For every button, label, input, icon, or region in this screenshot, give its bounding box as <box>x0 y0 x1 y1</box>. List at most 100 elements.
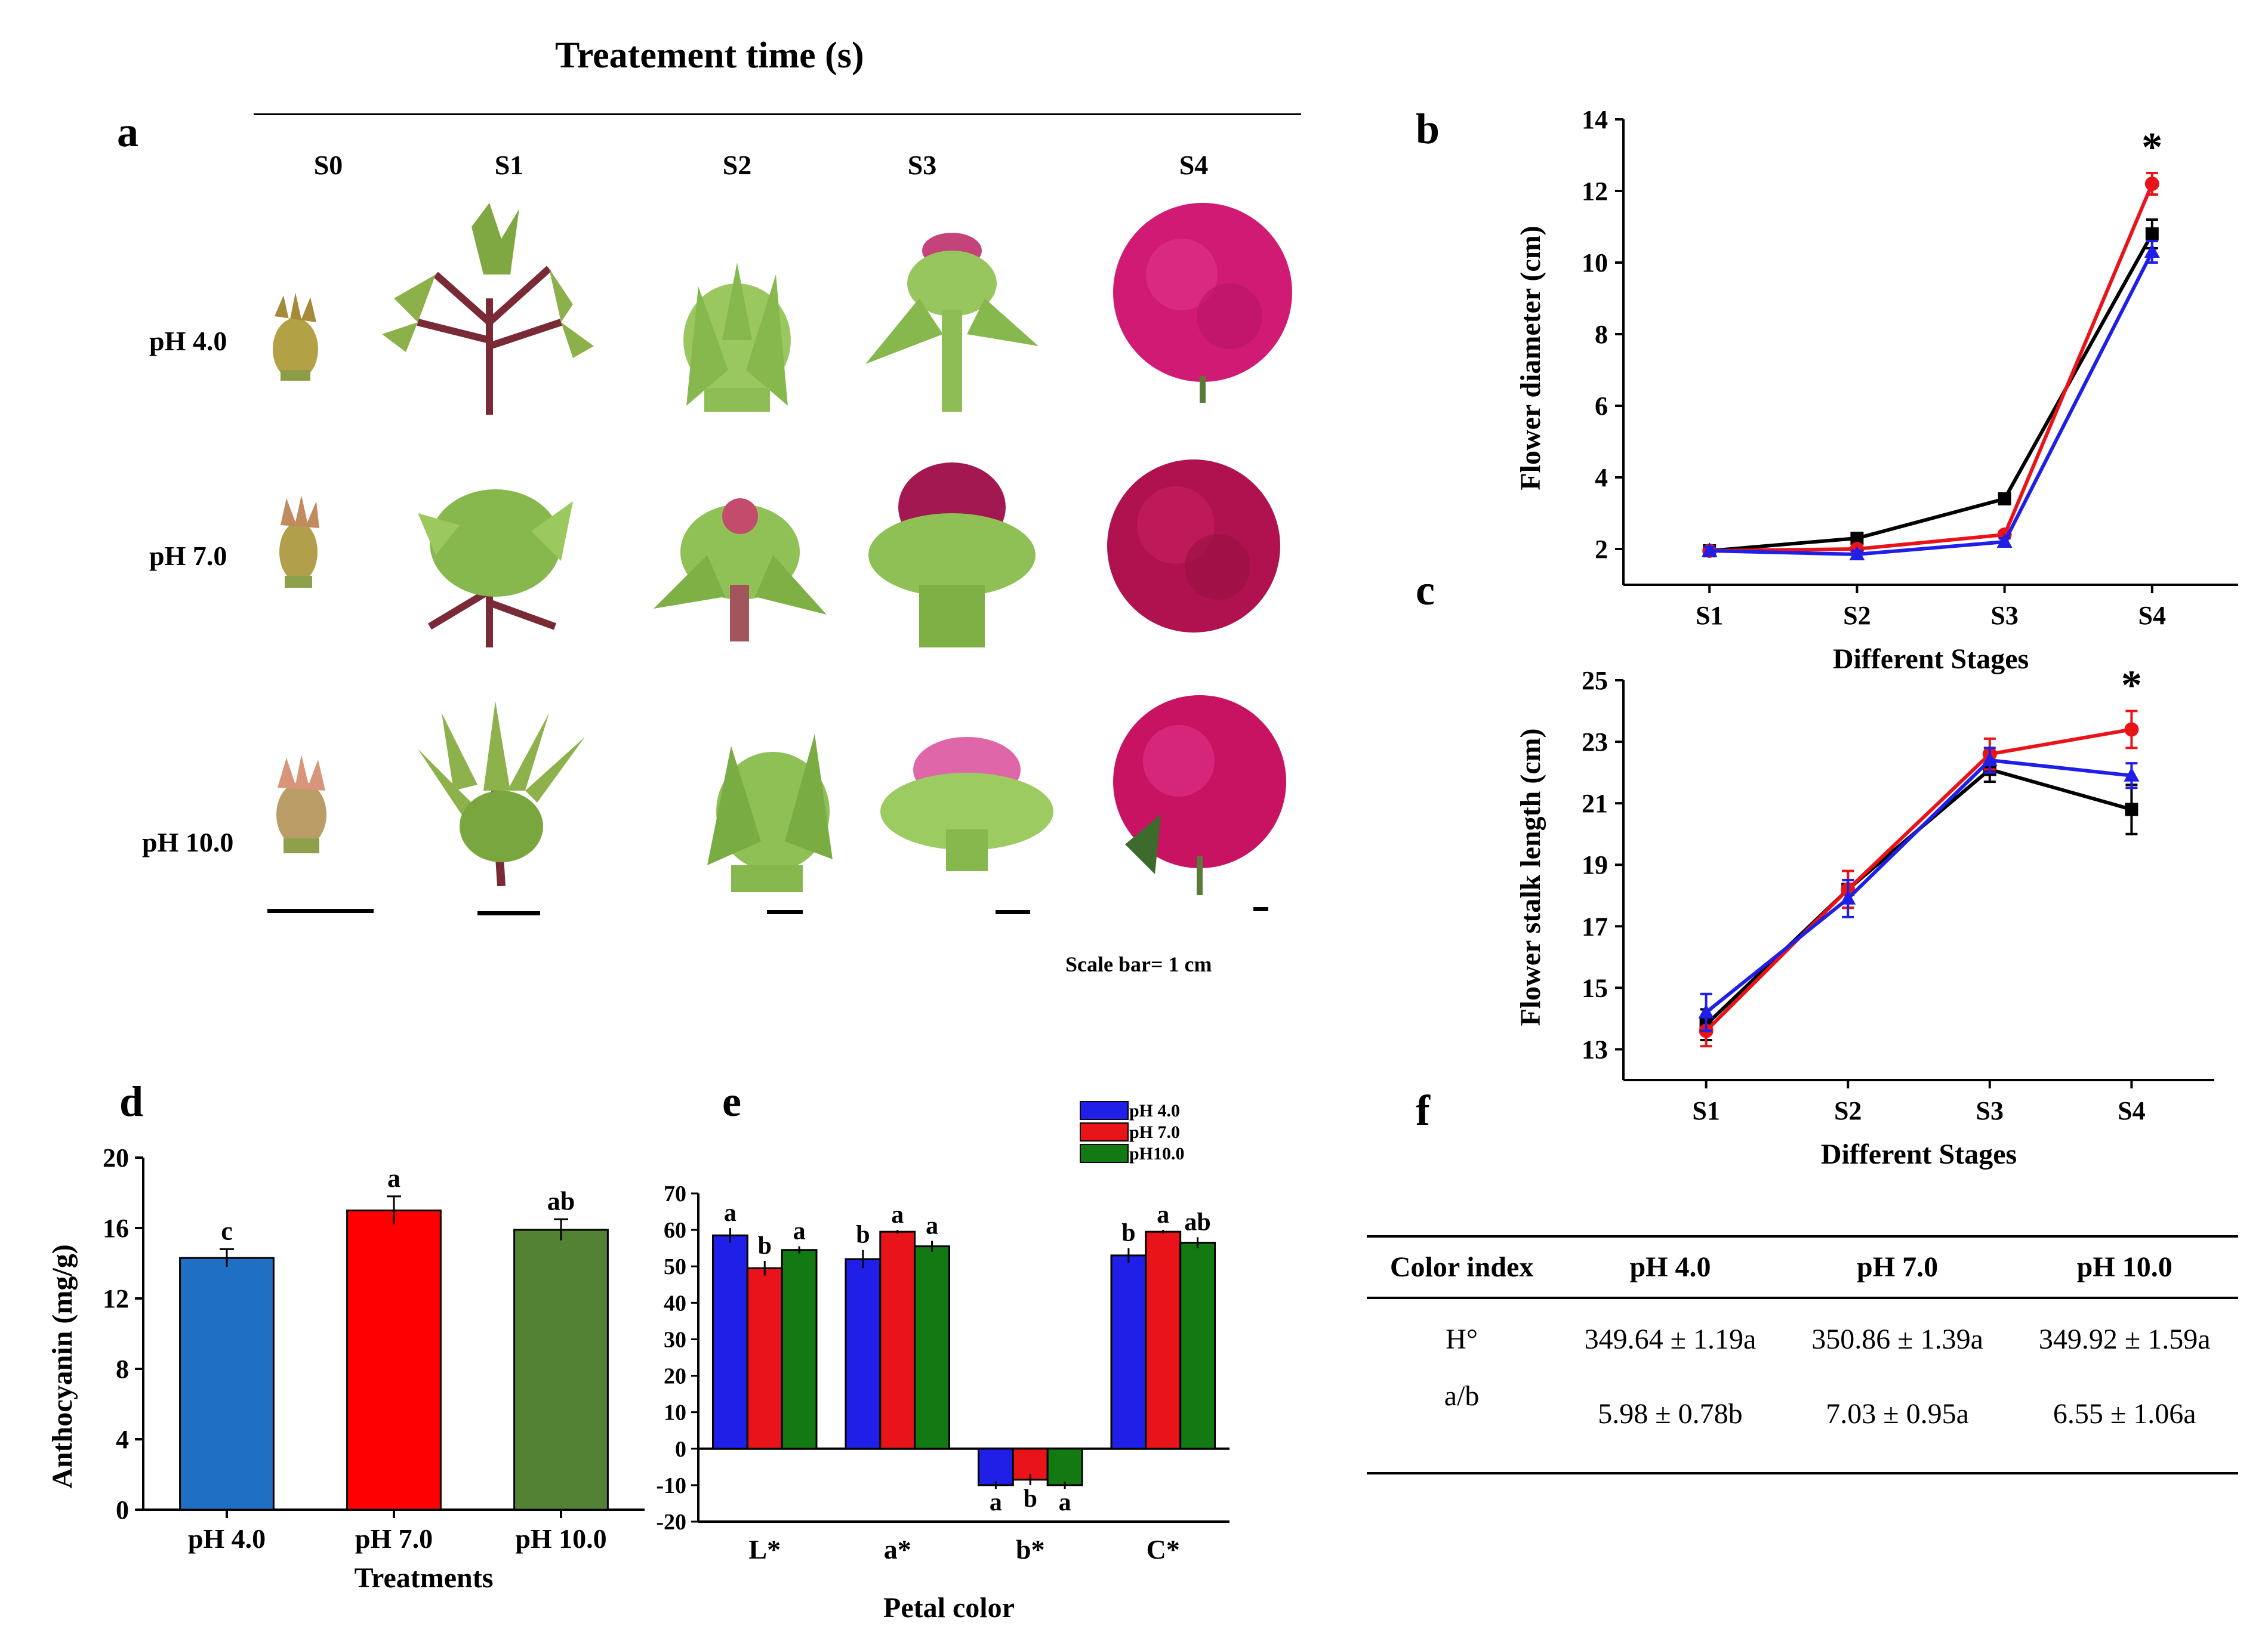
col-header: Color index <box>1389 1251 1534 1283</box>
photo-ph4-s2 <box>683 263 791 412</box>
y-tick-label: 30 <box>664 1327 686 1352</box>
chart-flower-stalk-length: Flower stalk length (cm) Different Stage… <box>1515 663 2214 1170</box>
bar <box>746 1267 783 1450</box>
y-tick-label: 14 <box>1582 105 1608 134</box>
stage-label-s3: S3 <box>907 150 937 180</box>
y-tick-label: 6 <box>1595 391 1608 421</box>
bar <box>845 1258 882 1450</box>
data-point <box>1850 532 1864 545</box>
x-tick-label: S2 <box>1843 601 1871 630</box>
bar <box>1110 1254 1147 1450</box>
table-cell: 350.86 ± 1.39a <box>1811 1324 1983 1355</box>
stage-label-s0: S0 <box>313 150 343 180</box>
data-point <box>1998 492 2011 505</box>
scale-bar-s4 <box>1253 907 1268 911</box>
x-tick-label: pH 7.0 <box>355 1523 433 1554</box>
scale-bar-s1 <box>477 911 540 915</box>
significance-letter: b <box>758 1232 772 1260</box>
y-tick-label: 4 <box>116 1425 129 1454</box>
bar <box>977 1448 1014 1486</box>
y-tick-label: 60 <box>664 1218 686 1243</box>
significance-letter: b <box>1024 1485 1037 1513</box>
y-tick-label: -20 <box>656 1510 686 1535</box>
y-tick-label: -10 <box>656 1473 686 1498</box>
y-tick-label: 10 <box>664 1400 686 1426</box>
photo-ph4-s3 <box>865 233 1039 412</box>
xlabel: Petal color <box>883 1592 1015 1624</box>
significance-letter: a <box>724 1199 737 1227</box>
y-tick-label: 50 <box>664 1254 686 1279</box>
table-cell: a/b <box>1444 1380 1480 1412</box>
series-line <box>1709 251 2154 557</box>
y-tick-label: 20 <box>103 1143 129 1173</box>
bar <box>1179 1242 1216 1450</box>
significance-letter: ab <box>547 1186 575 1216</box>
scale-bar-s3 <box>996 910 1030 914</box>
significance-marker: * <box>2121 663 2142 709</box>
data-point <box>2144 243 2160 258</box>
color-index-table: Color index pH 4.0 pH 7.0 pH 10.0 H° 349… <box>1367 1235 2238 1474</box>
x-tick-label: S4 <box>2138 601 2166 630</box>
series-line <box>1709 183 2154 553</box>
panel-letter-f: f <box>1416 1087 1430 1134</box>
significance-letter: a <box>990 1489 1002 1516</box>
legend-swatch <box>1080 1122 1129 1142</box>
y-tick-label: 70 <box>664 1181 686 1207</box>
y-tick-label: 17 <box>1582 912 1608 941</box>
y-tick-label: 12 <box>1582 177 1608 206</box>
table-cell: 349.92 ± 1.59a <box>2038 1324 2211 1355</box>
photo-ph7-s3 <box>868 462 1036 647</box>
bar <box>879 1230 916 1450</box>
chart-flower-diameter: Flower diameter (cm) Different Stages 2 4… <box>1515 105 2238 675</box>
significance-letter: a <box>891 1201 904 1229</box>
data-point <box>2125 803 2138 816</box>
photo-ph7-s2 <box>654 498 827 641</box>
y-tick-label: 12 <box>103 1284 129 1313</box>
row-label-ph4: pH 4.0 <box>149 326 227 356</box>
bar <box>711 1234 748 1450</box>
significance-letter: c <box>221 1216 233 1245</box>
y-tick-label: 0 <box>116 1495 129 1525</box>
table-cell: H° <box>1446 1324 1478 1355</box>
bar <box>781 1249 818 1450</box>
legend-label: pH10.0 <box>1129 1144 1185 1164</box>
scale-bar-note: Scale bar= 1 cm <box>1065 952 1212 976</box>
data-point <box>2124 767 2140 782</box>
significance-letter: a <box>793 1218 806 1245</box>
y-tick-label: 8 <box>1595 320 1608 349</box>
x-tick-label: pH 4.0 <box>188 1523 266 1554</box>
panel-letter-e: e <box>722 1078 741 1125</box>
series-line <box>1705 767 2133 1026</box>
table-cell: 6.55 ± 1.06a <box>2053 1398 2196 1430</box>
ylabel: Flower stalk length (cm) <box>1515 728 1546 1026</box>
series-line <box>1705 727 2132 1032</box>
table-row: a/b 5.98 ± 0.78b 7.03 ± 0.95a 6.55 ± 1.0… <box>1367 1374 2238 1473</box>
y-tick-label: 21 <box>1582 789 1608 818</box>
x-tick-label: L* <box>748 1534 781 1565</box>
bar <box>513 1229 609 1511</box>
legend-swatch <box>1080 1101 1129 1120</box>
bar <box>179 1257 275 1511</box>
data-point <box>2145 227 2159 240</box>
photo-ph7-s4 <box>1107 459 1280 633</box>
data-point <box>1982 752 1998 766</box>
panel-a-header: Treatement time (s) <box>555 35 864 76</box>
xlabel: Different Stages <box>1821 1139 2017 1170</box>
chart-anthocyanin: Anthocyanin (mg/g) Treatments 0 4 8 12 16 20 c… <box>48 1143 645 1594</box>
photo-ph4-s4 <box>1113 203 1292 403</box>
x-tick-label: S2 <box>1834 1096 1862 1125</box>
col-header: pH 4.0 <box>1629 1251 1711 1283</box>
xlabel: Treatments <box>355 1562 494 1594</box>
data-point <box>1849 546 1865 560</box>
panel-letter-a: a <box>117 108 138 156</box>
row-label-ph10: pH 10.0 <box>142 827 234 857</box>
photo-ph4-s0 <box>273 292 318 381</box>
legend-swatch <box>1080 1144 1129 1163</box>
x-tick-label: b* <box>1016 1534 1045 1565</box>
x-tick-label: S4 <box>2118 1096 2145 1125</box>
x-tick-label: S1 <box>1692 1096 1720 1125</box>
x-tick-label: a* <box>884 1534 911 1565</box>
y-tick-label: 16 <box>103 1214 129 1243</box>
photo-ph10-s3 <box>880 737 1053 871</box>
y-tick-label: 19 <box>1582 850 1608 880</box>
